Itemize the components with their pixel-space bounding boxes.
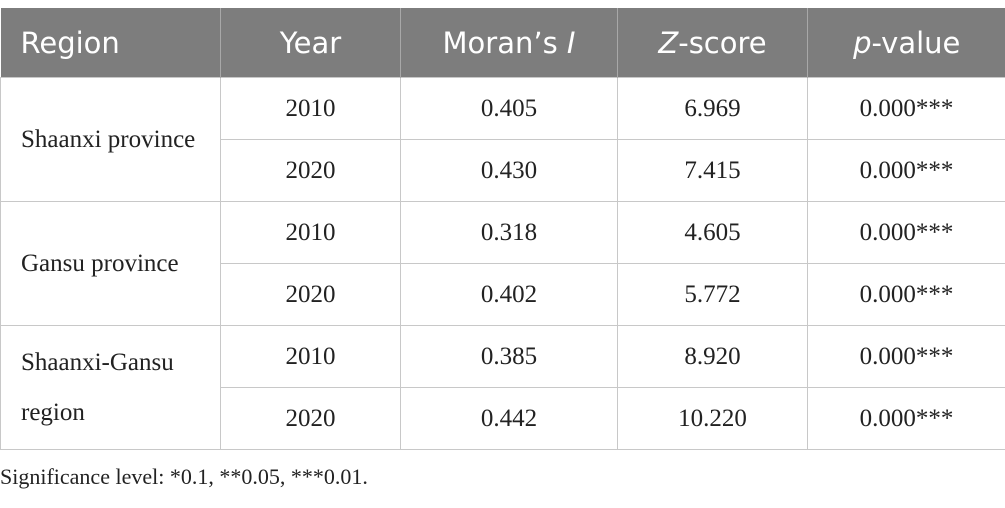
header-cell: p-value	[807, 8, 1005, 78]
table-cell: 5.772	[617, 263, 808, 326]
table-cell: 2010	[220, 201, 401, 264]
table-cell: 0.000***	[807, 77, 1005, 140]
table-cell: 2020	[220, 139, 401, 202]
header-text: -value	[871, 25, 961, 60]
region-text: Gansu province	[21, 249, 179, 277]
region-cell: Shaanxi province	[0, 77, 221, 202]
header-text: Year	[279, 25, 342, 60]
table-cell: 0.385	[400, 325, 618, 388]
table-cell: 0.430	[400, 139, 618, 202]
table-cell: 2020	[220, 387, 401, 450]
header-text: -score	[678, 25, 767, 60]
table-cell: 8.920	[617, 325, 808, 388]
header-cell: Moran’s I	[400, 8, 618, 78]
header-text: p	[853, 25, 872, 60]
table-cell: 0.000***	[807, 263, 1005, 326]
footnote: Significance level: *0.1, **0.05, ***0.0…	[0, 464, 368, 489]
table-cell: 6.969	[617, 77, 808, 140]
table-cell: 7.415	[617, 139, 808, 202]
header-cell: Z-score	[617, 8, 808, 78]
region-text: Shaanxi-Gansu region	[21, 348, 174, 426]
table-cell: 2020	[220, 263, 401, 326]
table-cell: 0.402	[400, 263, 618, 326]
data-table: Region Year Moran’s I Z-score p-value Shaanx…	[0, 8, 1005, 450]
table-cell: 2010	[220, 325, 401, 388]
table-cell: 2010	[220, 77, 401, 140]
table-body: Shaanxi province 2010 0.405 6.969 0.000*** 20…	[0, 77, 1005, 450]
header-text: Z	[658, 25, 679, 60]
table-cell: 0.442	[400, 387, 618, 450]
table-cell: 0.000***	[807, 139, 1005, 202]
header-cell: Year	[220, 8, 401, 78]
table-row: Gansu province 2010 0.318 4.605 0.000***	[0, 201, 1005, 326]
header-text: Moran’s	[442, 25, 567, 60]
region-text: Shaanxi province	[21, 125, 196, 153]
table-row: 2020 0.402 5.772 0.000***	[1, 263, 1005, 326]
table-cell: 0.000***	[807, 201, 1005, 264]
header-text: Region	[20, 25, 120, 60]
table-row: Shaanxi-Gansu region 2010 0.385 8.920 0.000*…	[0, 325, 1005, 450]
table-cell: 0.000***	[807, 387, 1005, 450]
table-row: 2020 0.442 10.220 0.000***	[1, 387, 1005, 450]
header-cell: Region	[0, 8, 221, 78]
table-cell: 4.605	[617, 201, 808, 264]
region-cell: Shaanxi-Gansu region	[0, 325, 221, 450]
table-cell: 0.405	[400, 77, 618, 140]
table-cell: 10.220	[617, 387, 808, 450]
region-cell: Gansu province	[0, 201, 221, 326]
table-cell: 0.318	[400, 201, 618, 264]
header-text: I	[566, 25, 576, 60]
header-row: Region Year Moran’s I Z-score p-value	[0, 8, 1005, 78]
table-row: Shaanxi province 2010 0.405 6.969 0.000***	[0, 77, 1005, 202]
table-cell: 0.000***	[807, 325, 1005, 388]
